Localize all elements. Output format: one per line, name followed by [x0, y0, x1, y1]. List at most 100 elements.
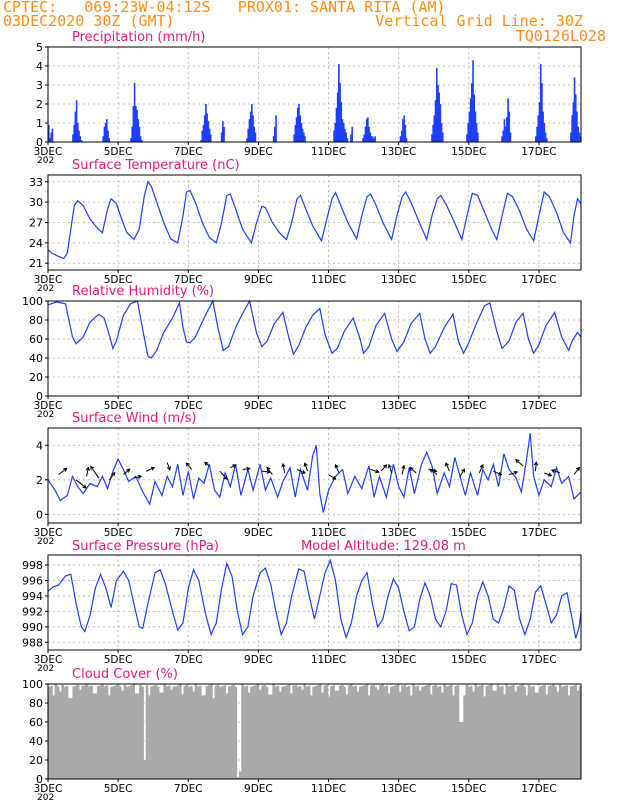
cloud-bar — [376, 689, 380, 779]
cloud-bar — [185, 684, 189, 779]
cloud-bar — [107, 695, 111, 779]
cloud-bar — [96, 686, 100, 779]
cloud-bar — [87, 686, 91, 779]
wind-arrow — [544, 472, 552, 477]
precip-bar — [301, 128, 304, 142]
precip-bar — [293, 134, 295, 142]
wind-arrow — [185, 462, 193, 470]
cloud-bar — [48, 686, 51, 779]
precip-bar — [294, 124, 297, 142]
precip-bar — [535, 136, 537, 142]
precip-bar — [339, 83, 341, 142]
cloud-bar — [307, 685, 311, 779]
precip-bar — [351, 126, 353, 142]
cloud-bar — [54, 684, 58, 779]
wind-arrow — [493, 470, 502, 476]
cloud-bar — [378, 685, 382, 779]
cloud-bar — [267, 694, 271, 779]
cloud-bar — [467, 686, 471, 779]
y-tick-label: 20 — [29, 754, 43, 767]
precip-bar — [402, 119, 404, 142]
wind-arrow-head — [246, 466, 251, 472]
x-tick-label: 15DEC — [451, 654, 486, 666]
cloud-bar — [65, 686, 69, 779]
precip-bar — [370, 136, 373, 142]
precip-bar — [400, 130, 403, 142]
cloud-bar — [176, 685, 180, 779]
x-tick-label: 11DEC — [311, 783, 346, 795]
cloud-bar — [207, 685, 211, 779]
precip-bar — [507, 98, 509, 142]
precip-bar — [206, 113, 208, 142]
wind-arrow-head — [126, 468, 131, 473]
y-tick-label: 21 — [29, 257, 43, 270]
cloud-bar — [456, 685, 460, 779]
precip-bar — [104, 123, 107, 142]
cloud-bar — [230, 685, 233, 779]
cloud-bar — [210, 684, 213, 779]
precip-bar — [364, 126, 367, 142]
cloud-bar — [432, 685, 435, 779]
year-label: 202 — [37, 537, 54, 547]
cloud-bar — [270, 694, 273, 779]
cloud-bar — [56, 686, 60, 779]
cloud-bar — [381, 684, 384, 779]
cloud-bar — [74, 685, 78, 779]
y-tick-label: 2 — [36, 474, 43, 487]
cloud-bar — [310, 695, 313, 779]
cloud-bar — [163, 684, 167, 779]
x-tick-label: 11DEC — [311, 400, 346, 412]
cloud-bar — [225, 693, 229, 779]
precip-bar — [249, 111, 252, 142]
wind-arrow-head — [203, 461, 209, 466]
x-tick-label: 17DEC — [521, 274, 556, 286]
precip-bar — [247, 128, 250, 142]
wind-arrow — [334, 464, 340, 474]
x-tick-label: 9DEC — [244, 274, 273, 286]
cloud-bar — [172, 686, 175, 779]
x-tick-label: 5DEC — [104, 146, 133, 158]
cloud-bar — [521, 684, 524, 779]
wind-arrow-head — [383, 464, 388, 469]
cloud-bar — [250, 686, 253, 779]
cloud-bar — [343, 686, 346, 779]
cloud-bar — [76, 684, 80, 779]
cloud-bar — [387, 693, 391, 779]
x-tick-label: 5DEC — [104, 654, 133, 666]
precip-bar — [72, 134, 74, 142]
cloud-bar — [485, 686, 489, 779]
precip-bar — [108, 138, 111, 142]
wind-arrow — [508, 471, 518, 476]
cloud-bar — [325, 684, 329, 779]
cloud-bar — [234, 686, 238, 779]
cloud-bar — [287, 684, 291, 779]
precip-bar — [574, 94, 577, 142]
wind-arrow-head — [575, 466, 581, 471]
precip-bar — [467, 123, 469, 142]
precip-bar — [254, 132, 257, 142]
x-tick-label: 15DEC — [451, 783, 486, 795]
cloud-bar — [578, 686, 582, 779]
cloud-bar — [401, 685, 404, 779]
cloud-bar — [145, 685, 149, 779]
cloud-bar — [298, 686, 302, 779]
panel-title: Surface Wind (m/s) — [72, 411, 196, 426]
cloud-bar — [476, 686, 480, 779]
cloud-bar — [356, 691, 360, 779]
y-tick-label: 30 — [29, 196, 43, 209]
wind-arrow-head — [445, 462, 449, 467]
x-tick-label: 13DEC — [381, 146, 416, 158]
cloud-bar — [385, 685, 389, 779]
cloud-bar — [318, 684, 322, 779]
wind-arrow-head — [63, 467, 68, 472]
cloud-bar — [159, 692, 162, 779]
precip-bar — [403, 115, 405, 142]
precip-bar — [502, 130, 505, 142]
y-tick-label: 60 — [29, 716, 43, 729]
cloud-bar — [492, 690, 495, 779]
cloud-bar — [481, 684, 484, 779]
precip-bar — [222, 121, 224, 142]
cloud-bar — [83, 685, 87, 779]
wind-arrow — [58, 467, 67, 476]
